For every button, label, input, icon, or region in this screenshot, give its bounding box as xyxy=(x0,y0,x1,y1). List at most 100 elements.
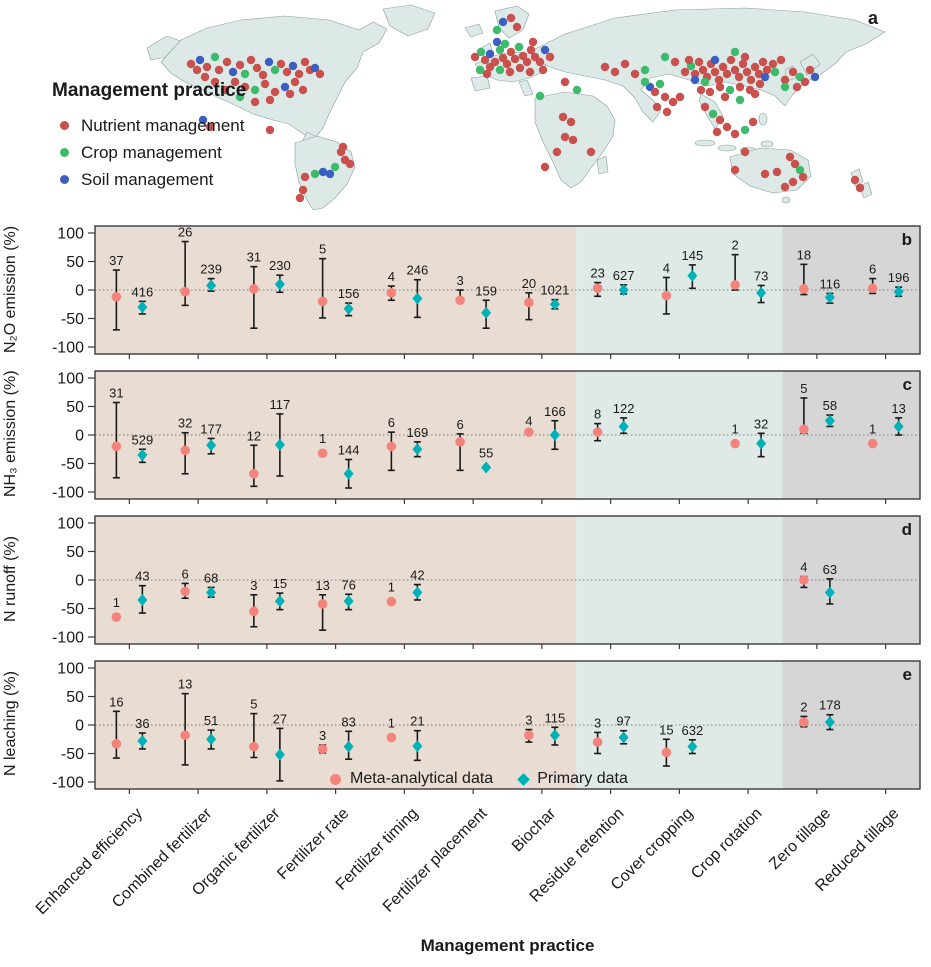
map-dot xyxy=(630,69,640,79)
map-dot xyxy=(800,77,810,87)
primary-point xyxy=(824,716,835,729)
panel-a-label: a xyxy=(868,8,879,28)
map-dot xyxy=(750,62,760,72)
map-dot xyxy=(518,51,528,61)
map-dot xyxy=(805,65,815,75)
map-dot xyxy=(545,52,555,62)
map-dot xyxy=(722,122,732,132)
chart-text: 239 xyxy=(200,262,222,277)
map-dot xyxy=(722,69,732,79)
map-dot xyxy=(850,175,860,185)
meta-point xyxy=(317,744,328,754)
map-dot xyxy=(772,167,782,177)
map-dot xyxy=(298,85,308,95)
map-dot xyxy=(810,72,820,82)
primary-point xyxy=(549,298,560,311)
primary-point xyxy=(549,429,560,441)
chart-text: 16 xyxy=(109,694,123,709)
meta-point xyxy=(111,292,122,302)
chart-text: 4 xyxy=(388,269,395,284)
map-dot xyxy=(192,65,202,75)
map-dot xyxy=(730,129,740,139)
map-dot xyxy=(768,59,778,69)
map-dot xyxy=(560,77,570,87)
map-dot xyxy=(720,92,730,102)
primary-point xyxy=(206,279,217,292)
map-legend-item-soil-management: Soil management xyxy=(52,166,246,193)
chart-text: 100 xyxy=(57,661,84,678)
map-dot xyxy=(660,92,670,102)
plot-legend-meta-item: Meta-analytical data xyxy=(330,770,493,788)
primary-point xyxy=(137,448,148,461)
panel-frame xyxy=(94,370,921,500)
map-dot xyxy=(705,87,715,97)
meta-point xyxy=(799,717,809,727)
map-dot xyxy=(696,85,706,95)
map-dot xyxy=(640,77,650,87)
chart-text: 32 xyxy=(754,416,768,431)
chart-text: 632 xyxy=(682,723,704,738)
map-dot xyxy=(300,172,310,182)
chart-text: 0 xyxy=(75,573,84,590)
primary-point xyxy=(687,269,698,282)
meta-point xyxy=(524,297,534,308)
map-dot xyxy=(205,122,215,132)
primary-point xyxy=(687,740,698,753)
map-dot xyxy=(640,65,650,75)
plot-legend-meta-label: Meta-analytical data xyxy=(350,770,494,787)
meta-point xyxy=(592,283,603,294)
map-dot xyxy=(280,82,290,92)
chart-text: 37 xyxy=(109,253,123,268)
map-dot xyxy=(506,13,516,23)
primary-point xyxy=(343,302,354,315)
map-dot xyxy=(475,65,485,75)
meta-point xyxy=(111,739,122,749)
chart-text: 117 xyxy=(270,397,291,412)
chart-text: 166 xyxy=(544,404,566,419)
map-dot xyxy=(668,97,678,107)
map-dot xyxy=(514,42,524,52)
primary-point xyxy=(274,748,285,761)
map-dot xyxy=(698,65,708,75)
chart-text: 31 xyxy=(247,250,261,265)
map-dot xyxy=(300,57,310,67)
map-dot xyxy=(294,69,304,79)
x-axis-labels: Enhanced efficiency Combined fertilizer Or… xyxy=(0,797,931,929)
map-dot xyxy=(476,47,486,57)
primary-point xyxy=(893,285,904,298)
map-dot xyxy=(282,67,292,77)
map-dot xyxy=(288,61,298,71)
map-dot xyxy=(670,57,680,67)
meta-point xyxy=(249,741,259,752)
map-dot xyxy=(510,54,520,64)
chart-text: 51 xyxy=(204,713,218,728)
chart-text: 230 xyxy=(269,258,291,273)
primary-point xyxy=(137,593,148,606)
chart-text: 15 xyxy=(659,722,673,737)
chart-text: 1 xyxy=(869,422,876,437)
map-dot xyxy=(572,85,582,95)
chart-text: 6 xyxy=(457,417,464,432)
map-dot xyxy=(195,55,205,65)
panel-c-label: c xyxy=(903,375,912,394)
meta-point xyxy=(867,283,878,294)
map-dot xyxy=(715,115,725,125)
map-dot xyxy=(258,70,268,80)
chart-text: 55 xyxy=(479,445,493,460)
chart-text: 100 xyxy=(57,226,84,243)
map-dot xyxy=(652,102,662,112)
meta-point xyxy=(661,747,672,758)
primary-point xyxy=(824,291,835,304)
map-dot xyxy=(186,59,196,69)
map-dot xyxy=(560,132,570,142)
chart-text: 2 xyxy=(732,238,739,253)
panel-c-chart: 100 50 0 -50 -100 31 529 32 177 12 117 1 144 6 169 6 55 4… xyxy=(52,370,921,504)
map-dot xyxy=(470,52,480,62)
map-dot xyxy=(202,62,212,72)
map-dot xyxy=(330,162,340,172)
map-dot xyxy=(325,169,335,179)
meta-point xyxy=(524,730,534,741)
primary-point xyxy=(137,734,148,747)
map-dot xyxy=(680,67,690,77)
meta-point xyxy=(111,612,122,622)
